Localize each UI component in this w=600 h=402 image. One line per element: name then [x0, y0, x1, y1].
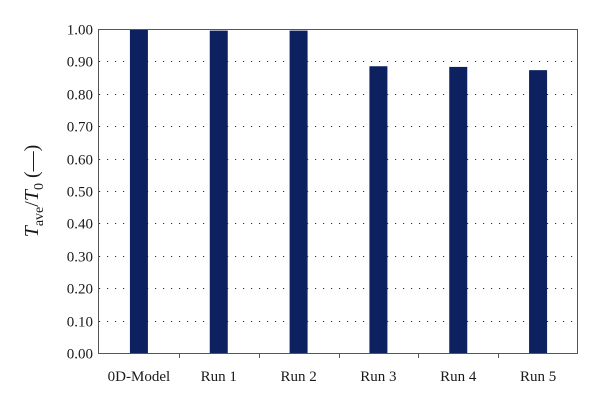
plot-area-frame	[98, 29, 578, 354]
y-tick-label: 0.10	[67, 315, 93, 331]
y-axis-title: Tave/T0 (—)	[21, 145, 47, 238]
x-tick-label: Run 3	[360, 369, 396, 385]
x-tick-label: Run 1	[201, 369, 237, 385]
y-axis-tick-labels: 0.00 0.10 0.20 0.30 0.40 0.50 0.60 0.70 0.80 0.90…	[67, 23, 93, 363]
x-tick-label: Run 2	[280, 369, 316, 385]
bar	[129, 29, 148, 353]
y-tick-label: 0.40	[67, 217, 93, 233]
y-tick-label: 0.90	[67, 55, 93, 71]
bars	[129, 29, 548, 354]
x-tick-label: Run 4	[440, 369, 477, 385]
y-tick-label: 0.80	[67, 88, 93, 104]
bar	[529, 70, 548, 353]
y-tick-label: 0.20	[67, 282, 93, 298]
x-tick-label: Run 5	[520, 369, 556, 385]
bar	[449, 66, 468, 354]
y-tick-label: 0.50	[67, 185, 93, 201]
y-tick-label: 0.60	[67, 153, 93, 169]
y-tick-label: 1.00	[67, 23, 93, 39]
x-tick-label: 0D-Model	[108, 369, 171, 385]
y-tick-label: 0.30	[67, 250, 93, 266]
y-tick-label: 0.00	[67, 347, 93, 363]
bar	[369, 66, 388, 353]
x-axis-tick-labels: 0D-Model Run 1 Run 2 Run 3 Run 4 Run 5	[108, 369, 557, 385]
y-tick-label: 0.70	[67, 120, 93, 136]
x-axis-ticks	[179, 353, 499, 358]
gridlines	[99, 60, 578, 323]
bar	[289, 30, 308, 354]
bar	[209, 30, 228, 354]
